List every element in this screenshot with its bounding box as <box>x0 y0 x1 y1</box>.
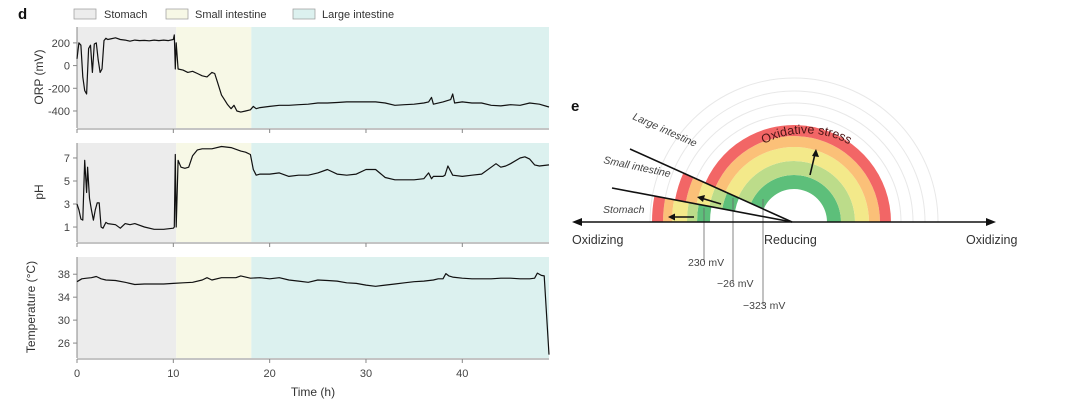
temperature-xtick-label: 20 <box>264 368 276 380</box>
left-oxidizing-label: Oxidizing <box>572 233 623 247</box>
small-intestine-shift-arrow <box>697 195 722 205</box>
small-intestine-label: Small intestine <box>602 154 671 180</box>
rainbow-bands <box>705 124 891 222</box>
stomach-mv-label: 230 mV <box>688 257 724 269</box>
x-axis-title: Time (h) <box>291 385 335 399</box>
stomach-band-red <box>652 195 666 222</box>
small-intestine-band-red <box>675 172 694 202</box>
legend-swatch-small-intestine <box>165 8 189 20</box>
panel-d-letter: d <box>18 6 27 23</box>
arrowhead-icon <box>697 195 705 202</box>
temperature-xtick-label: 40 <box>456 368 468 380</box>
stomach-label: Stomach <box>603 204 645 216</box>
large-intestine-line <box>629 148 793 223</box>
temperature-region-stomach <box>77 257 177 358</box>
temperature-xtick-label: 0 <box>74 368 80 380</box>
oxidative-stress-arrow <box>809 149 819 176</box>
stomach-band-light-green <box>687 202 699 222</box>
orp-ytick-label: -200 <box>48 83 70 95</box>
faint-rings <box>649 77 939 223</box>
reducing-label: Reducing <box>764 233 817 247</box>
arrowhead-icon <box>812 149 819 157</box>
ph-y-title: pH <box>32 184 46 199</box>
large-intestine-mv-label: −323 mV <box>743 300 785 312</box>
ph-series-line <box>76 145 550 230</box>
orp-y-title: ORP (mV) <box>32 49 46 104</box>
orp-ytick-label: -400 <box>48 106 70 118</box>
faint-ring <box>686 114 902 223</box>
legend-swatch-stomach <box>73 8 97 20</box>
left-arrowhead-icon <box>572 218 582 226</box>
ph-ytick-label: 7 <box>64 153 70 165</box>
redox-diagram: e 230 mV −26 mV −323 mV Large intestine … <box>571 77 1017 312</box>
band-yellow <box>725 146 869 222</box>
legend: Stomach Small intestine Large intestine <box>73 8 394 21</box>
band-red <box>705 124 891 222</box>
ph-ytick-label: 3 <box>64 199 70 211</box>
ph-region-small-intestine <box>176 143 252 242</box>
legend-swatch-large-intestine <box>292 8 316 20</box>
orp-series-line <box>76 34 550 113</box>
stomach-shift-arrow <box>668 213 694 221</box>
small-intestine-band-light-green <box>709 187 728 209</box>
band-orange <box>715 135 880 222</box>
orp-ytick-label: 200 <box>52 38 70 50</box>
orp-ytick-label: 0 <box>64 61 70 73</box>
ph-ytick-label: 5 <box>64 176 70 188</box>
orp-region-small-intestine <box>176 27 252 128</box>
small-intestine-mv-label: −26 mV <box>717 278 753 290</box>
temperature-panel: 38 34 30 26 0 10 20 30 40 Temperature (°C) Time (h… <box>24 257 550 399</box>
temperature-ytick-label: 34 <box>58 292 70 304</box>
band-green <box>751 175 841 222</box>
faint-ring <box>662 90 926 223</box>
band-light-green <box>738 161 855 222</box>
temperature-y-title: Temperature (°C) <box>24 261 38 353</box>
faint-ring <box>674 102 914 223</box>
temperature-xtick-label: 30 <box>360 368 372 380</box>
ph-region-large-intestine <box>251 143 549 242</box>
right-oxidizing-label: Oxidizing <box>966 233 1017 247</box>
legend-label-small-intestine: Small intestine <box>195 9 267 21</box>
arrowhead-icon <box>668 213 675 221</box>
temperature-ytick-label: 38 <box>58 269 70 281</box>
legend-label-large-intestine: Large intestine <box>322 9 394 21</box>
temperature-xtick-label: 10 <box>167 368 179 380</box>
temperature-region-large-intestine <box>251 257 549 358</box>
temperature-series-line <box>76 272 550 355</box>
ph-panel: 7 5 3 1 pH <box>32 143 550 247</box>
ph-region-stomach <box>77 143 177 242</box>
legend-label-stomach: Stomach <box>104 9 147 21</box>
small-intestine-line <box>611 187 793 223</box>
large-intestine-label: Large intestine <box>631 111 699 150</box>
small-intestine-band-orange <box>685 177 704 204</box>
temperature-ytick-label: 26 <box>58 338 70 350</box>
temperature-region-small-intestine <box>176 257 252 358</box>
orp-region-large-intestine <box>251 27 549 128</box>
right-arrowhead-icon <box>986 218 996 226</box>
faint-ring <box>649 77 939 223</box>
orp-region-stomach <box>77 27 177 128</box>
panel-e-letter: e <box>571 98 579 115</box>
temperature-ytick-label: 30 <box>58 315 70 327</box>
ph-ytick-label: 1 <box>64 222 70 234</box>
